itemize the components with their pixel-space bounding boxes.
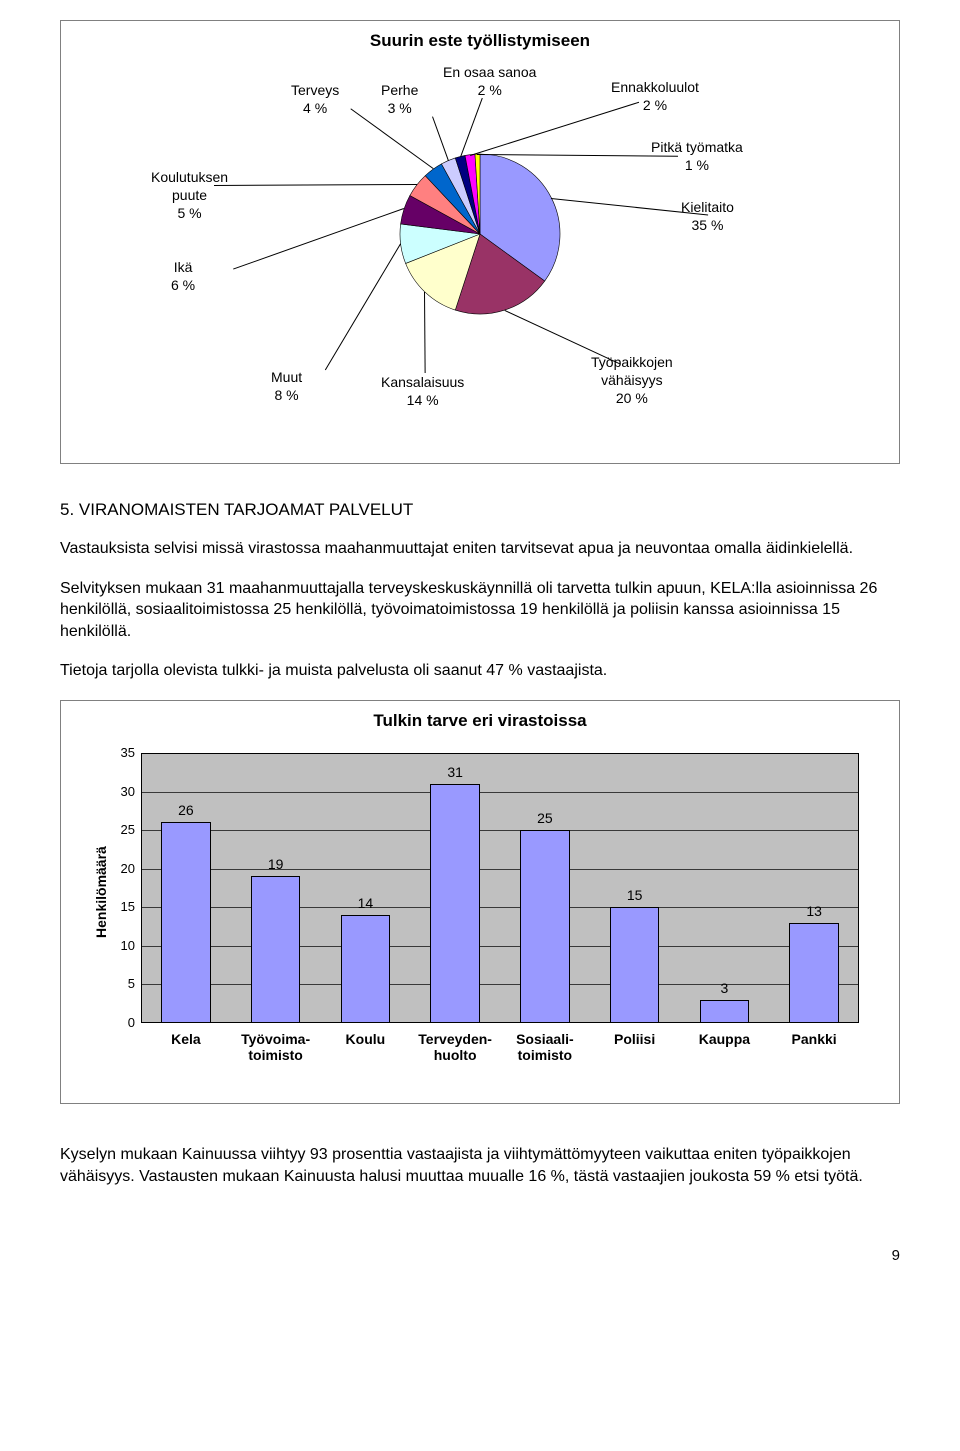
section-5-heading: 5. VIRANOMAISTEN TARJOAMAT PALVELUT: [60, 500, 900, 520]
pie-slice-label: Koulutuksen puute 5 %: [151, 168, 228, 223]
bar-value-label: 31: [420, 764, 489, 780]
bar-rect: [161, 822, 210, 1023]
bar-rect: [341, 915, 390, 1023]
bar-value-label: 26: [151, 802, 220, 818]
pie-slice-label: Kielitaito 35 %: [681, 198, 734, 234]
closing-paragraph: Kyselyn mukaan Kainuussa viihtyy 93 pros…: [60, 1144, 900, 1187]
bar-category-label: Pankki: [769, 1031, 859, 1047]
bar-value-label: 14: [331, 895, 400, 911]
pie-svg: [390, 144, 570, 324]
bar-chart-box: Tulkin tarve eri virastoissa Henkilömäär…: [60, 700, 900, 1104]
pie-slice-label: Ennakkoluulot 2 %: [611, 78, 699, 114]
bar-y-tick: 5: [111, 976, 135, 991]
pie-chart-box: Suurin este työllistymiseen Kielitaito 3…: [60, 20, 900, 464]
bar-y-tick: 20: [111, 861, 135, 876]
bar-y-tick: 0: [111, 1015, 135, 1030]
bar-category-label: Työvoima- toimisto: [231, 1031, 321, 1063]
pie-chart-area: Kielitaito 35 % Työpaikkojen vähäisyys 20…: [81, 63, 879, 443]
bar-category-label: Sosiaali- toimisto: [500, 1031, 590, 1063]
bar-rect: [610, 907, 659, 1023]
bar-y-tick: 15: [111, 899, 135, 914]
bar-category-label: Poliisi: [590, 1031, 680, 1047]
bar-value-label: 3: [690, 980, 759, 996]
pie-chart-title: Suurin este työllistymiseen: [81, 31, 879, 51]
bar-rect: [251, 876, 300, 1023]
pie-leader-line: [233, 208, 404, 270]
bar-y-tick: 25: [111, 822, 135, 837]
pie-slice-label: En osaa sanoa 2 %: [443, 63, 536, 99]
section-5-para3: Tietoja tarjolla olevista tulkki- ja mui…: [60, 660, 900, 682]
bar-y-tick: 30: [111, 784, 135, 799]
bar-value-label: 13: [779, 903, 848, 919]
pie-slice-label: Työpaikkojen vähäisyys 20 %: [591, 353, 673, 408]
bar-rect: [520, 830, 569, 1023]
bar-value-label: 15: [600, 887, 669, 903]
bar-y-axis-label: Henkilömäärä: [93, 846, 109, 938]
bar-category-label: Terveyden- huolto: [410, 1031, 500, 1063]
bar-chart-title: Tulkin tarve eri virastoissa: [81, 711, 879, 731]
bar-rect: [789, 923, 838, 1023]
pie-slice-label: Perhe 3 %: [381, 81, 418, 117]
pie-slice-label: Muut 8 %: [271, 368, 302, 404]
pie-slice-label: Kansalaisuus 14 %: [381, 373, 464, 409]
bar-gridline: [141, 907, 859, 908]
bar-category-label: Koulu: [321, 1031, 411, 1047]
section-5-para2: Selvityksen mukaan 31 maahanmuuttajalla …: [60, 578, 900, 643]
pie-leader-line: [214, 184, 417, 186]
bar-value-label: 25: [510, 810, 579, 826]
bar-gridline: [141, 792, 859, 793]
bar-chart-area: Henkilömäärä 0 5 10 15 20 25 30 35 26 Kela 19 Työvoi…: [81, 743, 879, 1083]
bar-rect: [700, 1000, 749, 1023]
pie-slice-label: Terveys 4 %: [291, 81, 339, 117]
bar-y-tick: 10: [111, 938, 135, 953]
bar-gridline: [141, 946, 859, 947]
pie-slice-label: Ikä 6 %: [171, 258, 195, 294]
bar-y-tick: 35: [111, 745, 135, 760]
bar-category-label: Kauppa: [680, 1031, 770, 1047]
bar-gridline: [141, 830, 859, 831]
page-number: 9: [60, 1247, 900, 1264]
section-5-para1: Vastauksista selvisi missä virastossa ma…: [60, 538, 900, 560]
bar-value-label: 19: [241, 856, 310, 872]
bar-category-label: Kela: [141, 1031, 231, 1047]
bar-rect: [430, 784, 479, 1023]
